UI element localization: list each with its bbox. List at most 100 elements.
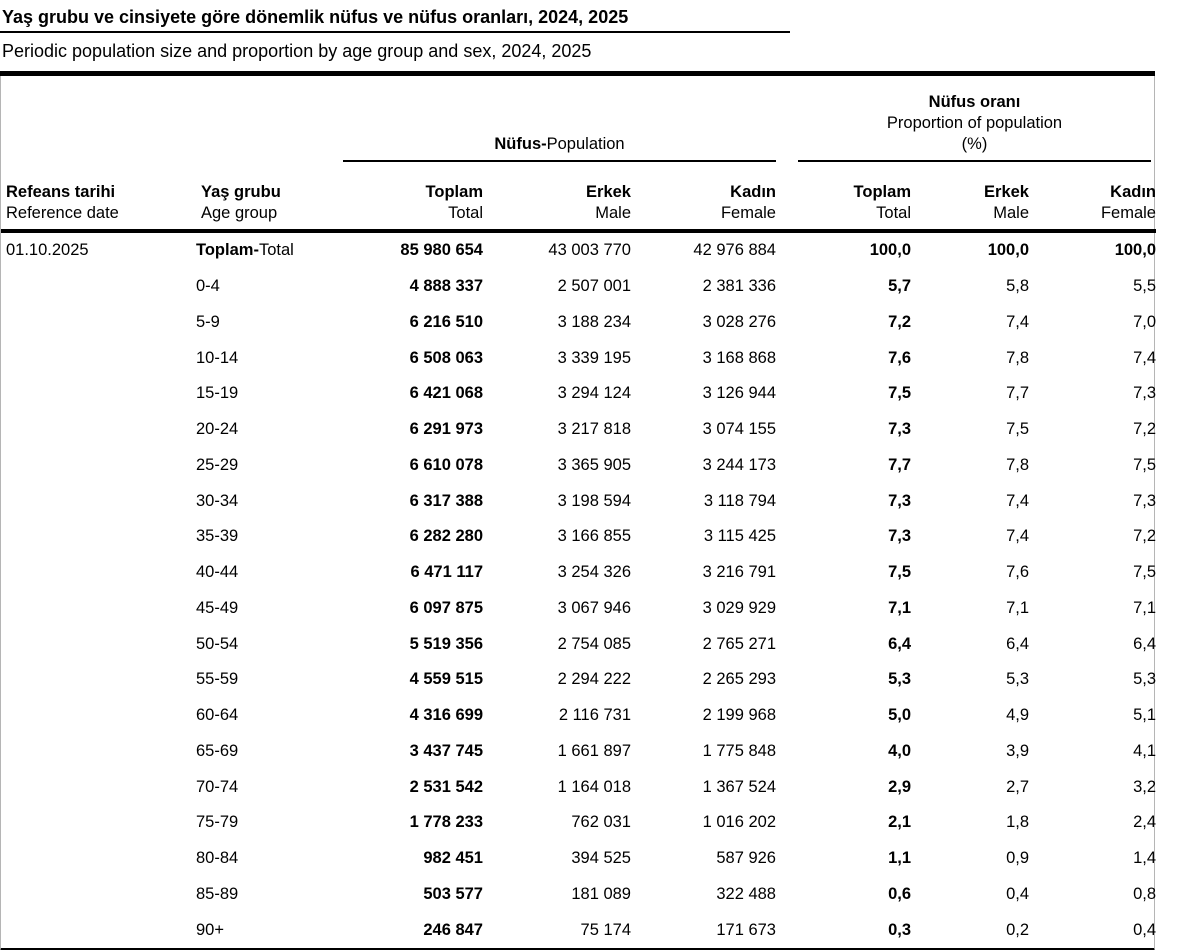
cell-pop-total: 6 216 510	[409, 312, 483, 331]
cell-pct-total: 7,5	[888, 384, 911, 403]
cell-reference-date	[1, 912, 196, 948]
cell-pop-male: 43 003 770	[548, 241, 631, 260]
cell-pop-male: 394 525	[571, 849, 631, 868]
cell-age-group: 10-14	[196, 348, 239, 367]
cell-reference-date	[1, 412, 196, 448]
cell-pct-total: 5,3	[888, 670, 911, 689]
cell-pop-total: 246 847	[423, 920, 483, 939]
cell-pop-total: 6 508 063	[409, 348, 483, 367]
cell-pct-female: 100,0	[1114, 241, 1156, 260]
group-header-proportion: Nüfus oranı Proportion of population (%)	[776, 76, 1156, 162]
cell-pop-female: 1 775 848	[702, 741, 776, 760]
cell-reference-date	[1, 305, 196, 341]
proportion-label-tr: Nüfus oranı	[928, 93, 1021, 111]
cell-pct-male: 100,0	[987, 241, 1029, 260]
cell-pop-total: 3 437 745	[409, 741, 483, 760]
cell-pop-female: 2 381 336	[702, 277, 776, 296]
cell-reference-date	[1, 376, 196, 412]
cell-pct-male: 4,9	[1006, 706, 1029, 725]
cell-pop-total: 503 577	[423, 884, 483, 903]
cell-age-group: 75-79	[196, 813, 239, 832]
cell-pct-total: 0,3	[888, 920, 911, 939]
table-row: 5-9 6 216 510 3 188 234 3 028 276 7,2 7,…	[1, 305, 1156, 341]
cell-pop-male: 762 031	[571, 813, 631, 832]
cell-pop-male: 3 188 234	[557, 312, 631, 331]
table-row: 01.10.2025 Toplam-Total 85 980 654 43 00…	[1, 231, 1156, 269]
cell-pct-total: 5,7	[888, 277, 911, 296]
cell-pct-male: 7,1	[1006, 598, 1029, 617]
cell-reference-date: 01.10.2025	[6, 241, 89, 260]
cell-pct-total: 2,9	[888, 777, 911, 796]
table-row: 40-44 6 471 117 3 254 326 3 216 791 7,5 …	[1, 555, 1156, 591]
cell-pop-female: 42 976 884	[693, 241, 776, 260]
table-row: 50-54 5 519 356 2 754 085 2 765 271 6,4 …	[1, 626, 1156, 662]
cell-pct-female: 5,5	[1133, 277, 1156, 296]
cell-pct-male: 7,4	[1006, 312, 1029, 331]
cell-pct-total: 1,1	[888, 849, 911, 868]
cell-pct-total: 7,3	[888, 491, 911, 510]
proportion-label-en: Proportion of population	[886, 114, 1063, 132]
cell-pop-total: 4 559 515	[409, 670, 483, 689]
table-row: 90+ 246 847 75 174 171 673 0,3 0,2 0,4	[1, 912, 1156, 948]
table-row: 45-49 6 097 875 3 067 946 3 029 929 7,1 …	[1, 591, 1156, 627]
cell-pop-total: 85 980 654	[400, 241, 483, 260]
cell-pop-female: 587 926	[716, 849, 776, 868]
cell-reference-date	[1, 698, 196, 734]
cell-pop-male: 3 365 905	[557, 455, 631, 474]
cell-pct-female: 7,5	[1133, 455, 1156, 474]
page-subtitle: Periodic population size and proportion …	[2, 41, 592, 61]
cell-pop-male: 3 067 946	[557, 598, 631, 617]
table-row: 30-34 6 317 388 3 198 594 3 118 794 7,3 …	[1, 483, 1156, 519]
cell-pop-total: 6 282 280	[409, 527, 483, 546]
cell-pct-female: 7,1	[1133, 598, 1156, 617]
cell-pct-female: 5,3	[1133, 670, 1156, 689]
page-title: Yaş grubu ve cinsiyete göre dönemlik nüf…	[0, 0, 790, 33]
cell-age-group: 70-74	[196, 777, 239, 796]
cell-pct-female: 3,2	[1133, 777, 1156, 796]
group-header-population: Nüfus-Population	[341, 76, 776, 162]
cell-pop-female: 171 673	[716, 920, 776, 939]
cell-pop-total: 6 471 117	[410, 563, 484, 582]
cell-reference-date	[1, 519, 196, 555]
cell-age-group: 65-69	[196, 741, 239, 760]
cell-pct-female: 6,4	[1133, 634, 1156, 653]
cell-age-group: 15-19	[196, 384, 239, 403]
cell-pop-female: 2 199 968	[702, 706, 776, 725]
cell-pop-male: 2 294 222	[557, 670, 631, 689]
group-header-row: Nüfus-Population Nüfus oranı Proportion …	[1, 76, 1156, 162]
cell-age-group: 30-34	[196, 491, 239, 510]
cell-age-group: 20-24	[196, 420, 239, 439]
cell-reference-date	[1, 340, 196, 376]
cell-pop-female: 3 244 173	[702, 455, 776, 474]
cell-pct-male: 0,9	[1006, 849, 1029, 868]
group-header-proportion-label: Nüfus oranı Proportion of population (%)	[798, 92, 1151, 162]
population-label-tr: Nüfus-	[494, 135, 547, 153]
column-header-age-group: Yaş grubu Age group	[196, 162, 341, 233]
cell-pct-female: 7,3	[1133, 384, 1156, 403]
cell-reference-date	[1, 805, 196, 841]
cell-pop-female: 1 367 524	[702, 777, 776, 796]
cell-age-group: 55-59	[196, 670, 239, 689]
cell-pop-total: 2 531 542	[409, 777, 483, 796]
cell-reference-date	[1, 483, 196, 519]
cell-age-group: 85-89	[196, 884, 239, 903]
table-row: 55-59 4 559 515 2 294 222 2 265 293 5,3 …	[1, 662, 1156, 698]
cell-pop-total: 6 421 068	[409, 384, 483, 403]
cell-pop-total: 6 317 388	[409, 491, 483, 510]
cell-pct-male: 7,7	[1006, 384, 1029, 403]
column-header-row: Refeans tarihi Reference date Yaş grubu …	[1, 162, 1156, 233]
table-row: 80-84 982 451 394 525 587 926 1,1 0,9 1,…	[1, 841, 1156, 877]
cell-age-group: 90+	[196, 920, 224, 939]
cell-pct-male: 2,7	[1006, 777, 1029, 796]
table-row: 0-4 4 888 337 2 507 001 2 381 336 5,7 5,…	[1, 269, 1156, 305]
cell-pop-total: 4 888 337	[409, 277, 483, 296]
population-label-en: Population	[546, 135, 625, 153]
cell-pop-male: 1 661 897	[557, 741, 631, 760]
cell-pop-male: 3 198 594	[557, 491, 631, 510]
cell-pct-female: 7,2	[1133, 527, 1156, 546]
cell-reference-date	[1, 662, 196, 698]
cell-age-group: 50-54	[196, 634, 239, 653]
proportion-label-unit: (%)	[961, 135, 988, 153]
table-row: 85-89 503 577 181 089 322 488 0,6 0,4 0,…	[1, 877, 1156, 913]
cell-age-group: 5-9	[196, 312, 220, 331]
